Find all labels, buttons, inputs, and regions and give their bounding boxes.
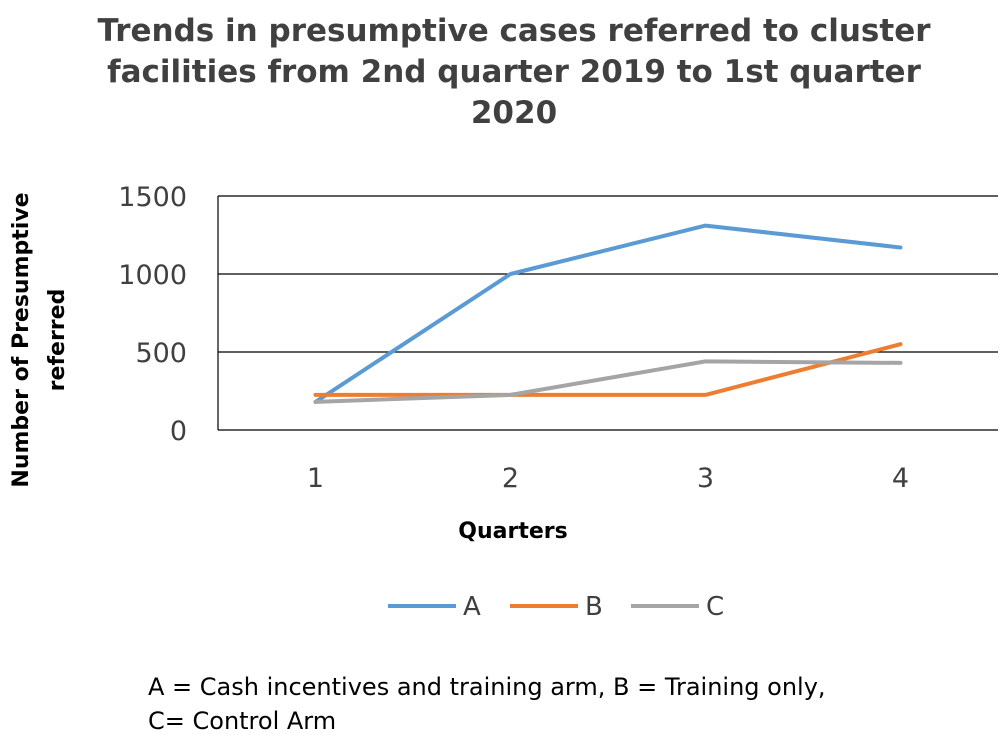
chart-title-line-3: 2020 xyxy=(471,95,557,131)
legend-item-a: A xyxy=(388,592,481,622)
series-line-b xyxy=(313,342,903,397)
line-chart: Trends in presumptive cases referred to … xyxy=(9,13,998,622)
chart-title: Trends in presumptive cases referred to … xyxy=(97,13,931,131)
x-axis-label: Quarters xyxy=(458,519,567,544)
legend-item-b: B xyxy=(510,592,603,622)
y-tick-label-1500: 1500 xyxy=(118,182,187,213)
chart-title-line-1: Trends in presumptive cases referred to … xyxy=(97,13,931,49)
chart-title-line-2: facilities from 2nd quarter 2019 to 1st … xyxy=(107,54,921,90)
y-tick-labels: 0 500 1000 1500 xyxy=(118,182,187,447)
series-line-a xyxy=(313,223,903,404)
series-c xyxy=(313,359,903,404)
legend: A B C xyxy=(388,592,724,622)
gridlines xyxy=(218,195,998,353)
x-tick-label-3: 3 xyxy=(697,463,714,494)
x-tick-label-1: 1 xyxy=(307,463,324,494)
footnote-line-2: C= Control Arm xyxy=(148,707,337,735)
y-axis-label: Number of Presumptive referred xyxy=(9,192,70,487)
y-tick-label-0: 0 xyxy=(170,416,187,447)
legend-label-b: B xyxy=(585,592,603,622)
legend-item-c: C xyxy=(631,592,724,622)
legend-label-c: C xyxy=(706,592,724,622)
footnote: A = Cash incentives and training arm, B … xyxy=(148,670,988,738)
y-axis-label-line-2: referred xyxy=(45,289,70,392)
y-tick-label-1000: 1000 xyxy=(118,260,187,291)
x-tick-label-4: 4 xyxy=(892,463,909,494)
series-a xyxy=(313,223,903,404)
series-line-c xyxy=(313,359,903,404)
y-axis-label-line-1: Number of Presumptive xyxy=(9,192,34,487)
footnote-line-1: A = Cash incentives and training arm, B … xyxy=(148,673,826,701)
x-tick-labels: 1 2 3 4 xyxy=(307,463,909,494)
legend-label-a: A xyxy=(463,592,481,622)
series-lines xyxy=(313,223,903,404)
y-tick-label-500: 500 xyxy=(135,338,187,369)
x-tick-label-2: 2 xyxy=(502,463,519,494)
axes xyxy=(217,196,998,431)
